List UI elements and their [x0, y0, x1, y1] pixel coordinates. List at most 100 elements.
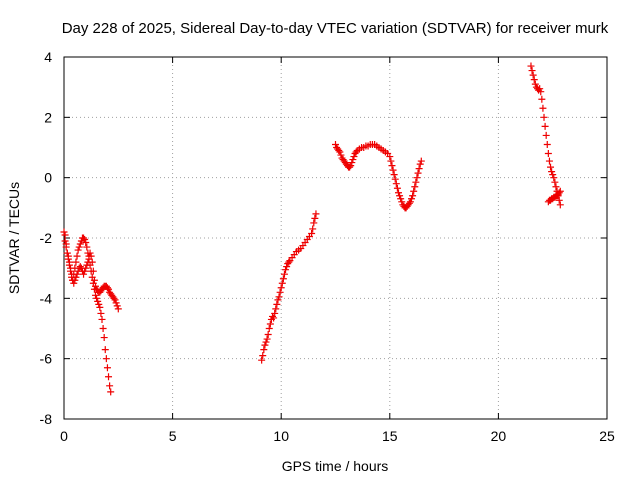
- data-point: [555, 196, 563, 204]
- data-point: [103, 364, 111, 372]
- x-axis-label: GPS time / hours: [282, 458, 389, 474]
- data-point: [73, 252, 81, 260]
- data-point: [275, 293, 283, 301]
- data-point: [556, 187, 564, 195]
- data-point: [556, 201, 564, 209]
- data-point: [350, 153, 358, 161]
- y-tick-label: -6: [40, 351, 53, 367]
- data-point: [96, 303, 104, 311]
- data-point: [80, 270, 88, 278]
- data-point: [388, 162, 396, 170]
- data-point: [537, 88, 545, 96]
- data-point: [76, 240, 84, 248]
- data-point: [101, 346, 109, 354]
- data-point: [103, 284, 111, 292]
- data-point: [264, 331, 272, 339]
- data-point: [91, 282, 99, 290]
- data-point: [531, 80, 539, 88]
- data-point: [536, 85, 544, 93]
- data-point: [332, 140, 339, 148]
- data-point: [544, 150, 552, 158]
- axis-ticks: 0 5 10 15 20 25 -8 -6 -4 -2 0 2 4: [40, 49, 615, 444]
- data-point: [280, 270, 288, 278]
- data-point: [89, 267, 97, 275]
- data-point: [94, 297, 102, 305]
- data-point: [412, 178, 420, 186]
- data-point: [348, 159, 356, 167]
- data-point: [93, 294, 101, 302]
- data-point: [67, 264, 75, 272]
- data-point: [87, 252, 95, 260]
- plot-frame: [63, 56, 608, 420]
- data-point: [270, 314, 278, 322]
- x-tick-label: 10: [273, 428, 289, 444]
- data-point: [391, 175, 399, 183]
- data-point: [274, 296, 282, 304]
- data-point: [349, 156, 357, 164]
- data-point: [262, 338, 270, 346]
- data-point: [538, 95, 546, 103]
- data-point: [111, 296, 119, 304]
- data-point: [542, 131, 550, 139]
- y-axis-label: SDTVAR / TECUs: [6, 182, 22, 294]
- data-point: [81, 267, 89, 275]
- data-point: [416, 160, 424, 168]
- data-points: [60, 62, 564, 396]
- data-point: [263, 335, 271, 343]
- data-point: [308, 229, 316, 237]
- data-point: [271, 309, 279, 317]
- x-tick-label: 0: [60, 428, 68, 444]
- data-point: [389, 166, 397, 174]
- data-point: [91, 291, 99, 299]
- data-point: [392, 180, 400, 188]
- data-point: [528, 67, 536, 75]
- data-point: [312, 210, 320, 218]
- data-point: [552, 183, 560, 191]
- data-point: [71, 276, 79, 284]
- data-point: [285, 258, 293, 266]
- data-point: [60, 228, 68, 236]
- data-point: [413, 174, 421, 182]
- x-tick-label: 20: [491, 428, 507, 444]
- data-point: [88, 258, 96, 266]
- data-point: [336, 148, 344, 156]
- data-point: [386, 153, 394, 161]
- data-point: [309, 225, 317, 233]
- data-point: [105, 285, 113, 293]
- data-point: [276, 288, 284, 296]
- chart-title: Day 228 of 2025, Sidereal Day-to-day VTE…: [62, 20, 609, 37]
- data-point: [258, 356, 266, 364]
- data-point: [272, 305, 280, 313]
- data-point: [410, 187, 418, 195]
- data-point: [98, 315, 106, 323]
- data-point: [277, 284, 285, 292]
- data-point: [62, 243, 70, 251]
- data-point: [110, 294, 118, 302]
- grid: [64, 57, 607, 419]
- data-point: [75, 243, 83, 251]
- data-point: [551, 178, 559, 186]
- data-point: [530, 76, 538, 84]
- data-point: [397, 195, 405, 203]
- y-tick-label: 0: [44, 170, 52, 186]
- x-tick-label: 15: [382, 428, 398, 444]
- data-point: [273, 300, 281, 308]
- data-point: [541, 122, 549, 130]
- data-point: [311, 214, 319, 222]
- x-tick-label: 25: [599, 428, 615, 444]
- data-point: [415, 165, 423, 173]
- data-point: [335, 147, 343, 155]
- data-point: [80, 234, 88, 242]
- data-point: [352, 148, 360, 156]
- data-point: [411, 183, 419, 191]
- data-point: [545, 157, 553, 165]
- y-tick-label: -8: [40, 411, 53, 427]
- y-tick-label: 2: [44, 109, 52, 125]
- data-point: [347, 162, 355, 170]
- data-point: [73, 270, 81, 278]
- data-point: [405, 199, 413, 207]
- data-point: [527, 62, 535, 70]
- data-point: [81, 236, 89, 244]
- data-point: [76, 263, 84, 271]
- data-point: [102, 355, 110, 363]
